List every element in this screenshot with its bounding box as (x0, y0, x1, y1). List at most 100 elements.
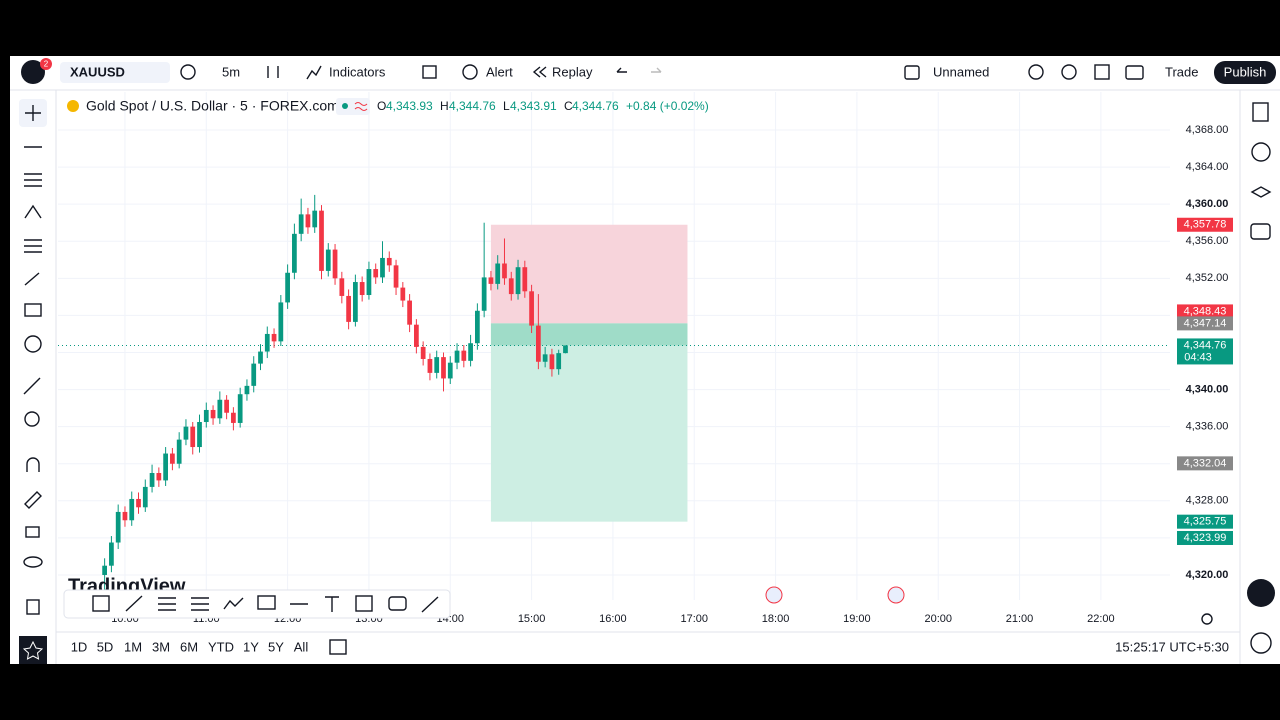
candle-body (115, 511, 121, 543)
pattern-icon[interactable] (24, 204, 42, 219)
y-tick-label: 4,336.00 (1186, 421, 1229, 433)
price-label-box (1177, 456, 1233, 471)
candle-body (203, 409, 209, 423)
badge (40, 58, 52, 70)
range-button[interactable]: 5Y (268, 639, 284, 654)
indicators-icon[interactable] (306, 65, 322, 80)
layers-icon[interactable] (1250, 186, 1272, 198)
favorites-bg[interactable] (19, 636, 47, 664)
comment-tool[interactable] (388, 596, 407, 611)
replay-icon[interactable] (532, 66, 547, 78)
redo-icon (651, 67, 662, 73)
emoji-icon[interactable] (24, 335, 42, 353)
badge-count: 2 (44, 60, 49, 69)
fullscreen-icon[interactable] (1094, 64, 1110, 80)
axis-settings-icon[interactable] (1201, 613, 1213, 625)
range-button[interactable]: 3M (152, 639, 170, 654)
indicators[interactable]: Indicators (329, 64, 386, 79)
snapshot-icon[interactable] (1125, 65, 1144, 80)
long-tool[interactable] (191, 597, 209, 611)
price-label-box (1177, 217, 1233, 232)
event-flag[interactable] (887, 586, 905, 604)
favorites-icon[interactable] (22, 640, 44, 660)
candle-body (380, 257, 385, 278)
candle-body (427, 358, 433, 373)
candle-body (488, 277, 494, 284)
visibility-icon[interactable] (23, 556, 43, 568)
search-icon[interactable] (1028, 64, 1044, 80)
undo-icon[interactable] (616, 67, 627, 73)
zoom-icon[interactable] (24, 411, 40, 427)
avatar[interactable] (21, 60, 45, 84)
candle-body (542, 354, 548, 362)
alert-icon[interactable] (462, 64, 478, 80)
date-range-icon[interactable] (329, 639, 347, 655)
magnet-icon[interactable] (26, 457, 40, 472)
watchlist-icon[interactable] (1252, 102, 1269, 122)
rect-tool[interactable] (92, 595, 110, 612)
note-tool[interactable] (355, 595, 373, 612)
forecast-icon[interactable] (24, 239, 42, 253)
symbol-box[interactable] (60, 62, 170, 83)
range-button[interactable]: 6M (180, 639, 198, 654)
fib-tool[interactable] (158, 597, 176, 611)
lock-icon[interactable] (25, 526, 40, 538)
price-label-box (1177, 514, 1233, 529)
legend: Gold Spot / U.S. Dollar · 5 · FOREX.com … (67, 98, 709, 115)
compare-icon[interactable] (180, 64, 196, 80)
candle-body (271, 333, 277, 342)
range-button[interactable]: YTD (208, 639, 234, 654)
brush-tool[interactable] (421, 596, 439, 613)
layout-icon[interactable] (904, 65, 920, 80)
candle-body (244, 385, 250, 395)
candle-body (170, 453, 175, 464)
chat-icon[interactable] (1250, 223, 1271, 240)
brush-icon[interactable] (24, 272, 40, 286)
candle-body (346, 295, 351, 322)
price-label-box (1177, 316, 1233, 331)
trash-icon[interactable] (26, 599, 40, 615)
candle-body (400, 287, 406, 301)
candle-body (251, 363, 257, 386)
range-button[interactable]: 1Y (243, 639, 259, 654)
symbol[interactable]: XAUUSD (70, 64, 125, 79)
candle-body (231, 412, 236, 423)
replay[interactable]: Replay (552, 64, 593, 79)
settings-icon[interactable] (1061, 64, 1077, 80)
candle-body (447, 362, 453, 379)
event-flag[interactable] (765, 586, 783, 604)
text-icon[interactable] (24, 303, 42, 317)
y-tick-label: 4,364.00 (1186, 161, 1229, 173)
symbol-title: Gold Spot / U.S. Dollar · 5 · FOREX.com (86, 98, 339, 114)
alerts-icon[interactable] (1251, 142, 1271, 162)
trade[interactable]: Trade (1165, 64, 1198, 79)
range-button[interactable]: 1D (71, 639, 88, 654)
c-key: C (564, 99, 573, 113)
apps-button[interactable] (1247, 579, 1275, 607)
candle-body (197, 422, 202, 448)
lock-draw-icon[interactable] (24, 491, 42, 509)
text-tool[interactable] (325, 596, 339, 612)
line-tool[interactable] (125, 595, 143, 612)
candle-body (366, 269, 372, 296)
path-tool[interactable] (223, 597, 244, 610)
publish-button[interactable] (1214, 61, 1276, 84)
publish[interactable]: Publish (1224, 64, 1267, 79)
chart-type-icon[interactable] (267, 66, 279, 78)
alert[interactable]: Alert (486, 64, 513, 79)
templates-icon[interactable] (422, 65, 437, 79)
price-label: 4,347.14 (1184, 317, 1227, 329)
l-value: 4,343.91 (510, 99, 557, 113)
interval[interactable]: 5m (222, 64, 240, 79)
ruler-icon[interactable] (23, 377, 41, 395)
layout-name[interactable]: Unnamed (933, 64, 989, 79)
help-icon[interactable] (1250, 632, 1272, 654)
candle-body (224, 399, 229, 413)
crosshair-icon[interactable] (25, 105, 41, 121)
fib-icon[interactable] (24, 173, 42, 187)
range-button[interactable]: All (294, 639, 309, 654)
callout-tool[interactable] (257, 595, 276, 610)
range-button[interactable]: 1M (124, 639, 142, 654)
range-button[interactable]: 5D (97, 639, 114, 654)
